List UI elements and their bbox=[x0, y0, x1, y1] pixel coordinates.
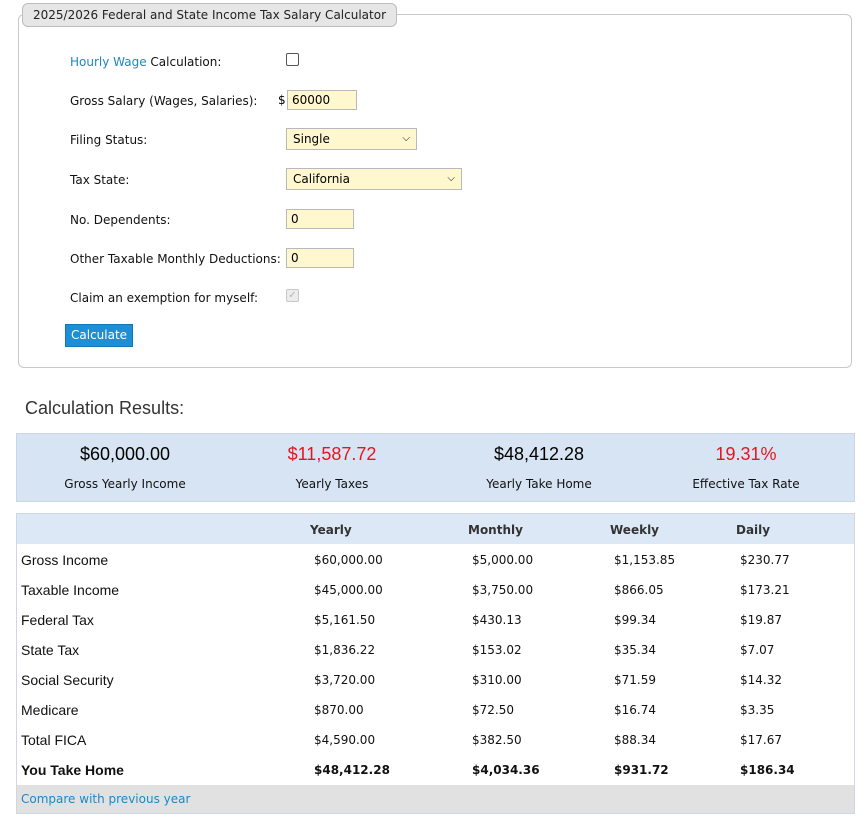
table-cell: $14.32 bbox=[740, 673, 782, 687]
table-row: Social Security $3,720.00 $310.00 $71.59 $14… bbox=[17, 664, 854, 694]
row-label: State Tax bbox=[21, 642, 80, 658]
table-footer: Compare with previous year bbox=[17, 785, 854, 813]
table-cell: $16.74 bbox=[614, 703, 656, 717]
hourly-wage-link[interactable]: Hourly Wage bbox=[70, 55, 147, 69]
table-cell: $17.67 bbox=[740, 733, 782, 747]
table-cell: $870.00 bbox=[314, 703, 364, 717]
filing-status-value: Single bbox=[293, 132, 330, 146]
row-label: Gross Income bbox=[21, 552, 109, 568]
table-row: State Tax $1,836.22 $153.02 $35.34 $7.07 bbox=[17, 634, 854, 664]
table-cell: $88.34 bbox=[614, 733, 656, 747]
row-label: Taxable Income bbox=[21, 582, 120, 598]
table-cell: $19.87 bbox=[740, 613, 782, 627]
row-label: You Take Home bbox=[21, 762, 124, 778]
table-cell: $4,034.36 bbox=[472, 763, 540, 777]
table-cell: $99.34 bbox=[614, 613, 656, 627]
header-daily: Daily bbox=[736, 523, 771, 537]
table-row: Total FICA $4,590.00 $382.50 $88.34 $17.67 bbox=[17, 724, 854, 754]
table-cell: $72.50 bbox=[472, 703, 514, 717]
yearly-taxes-label: Yearly Taxes bbox=[295, 477, 369, 491]
table-cell: $1,153.85 bbox=[614, 553, 676, 567]
filing-status-select[interactable]: Single ⌵ bbox=[286, 128, 417, 150]
header-weekly: Weekly bbox=[610, 523, 660, 537]
hourly-wage-label-rest: Calculation: bbox=[146, 55, 222, 69]
form-legend: 2025/2026 Federal and State Income Tax S… bbox=[22, 3, 397, 27]
table-cell: $3.35 bbox=[740, 703, 775, 717]
table-cell: $931.72 bbox=[614, 763, 669, 777]
chevron-down-icon: ⌵ bbox=[447, 173, 455, 184]
table-cell: $173.21 bbox=[740, 583, 790, 597]
hourly-wage-checkbox[interactable] bbox=[286, 53, 299, 66]
row-label: Federal Tax bbox=[21, 612, 94, 628]
table-cell: $48,412.28 bbox=[314, 763, 390, 777]
table-row: Federal Tax $5,161.50 $430.13 $99.34 $19.87 bbox=[17, 604, 854, 634]
dependents-label: No. Dependents: bbox=[70, 213, 171, 227]
gross-yearly-income-label: Gross Yearly Income bbox=[64, 477, 186, 491]
table-cell: $310.00 bbox=[472, 673, 522, 687]
table-cell: $3,720.00 bbox=[314, 673, 376, 687]
deductions-input[interactable]: 0 bbox=[286, 248, 354, 268]
table-cell: $35.34 bbox=[614, 643, 656, 657]
row-label: Total FICA bbox=[21, 732, 87, 748]
table-cell: $1,836.22 bbox=[314, 643, 376, 657]
effective-tax-rate-value: 19.31% bbox=[715, 444, 777, 464]
chevron-down-icon: ⌵ bbox=[402, 133, 410, 144]
table-cell: $7.07 bbox=[740, 643, 775, 657]
table-cell: $5,000.00 bbox=[472, 553, 534, 567]
table-row: Medicare $870.00 $72.50 $16.74 $3.35 bbox=[17, 694, 854, 724]
header-yearly: Yearly bbox=[310, 523, 352, 537]
yearly-take-home-label: Yearly Take Home bbox=[486, 477, 592, 491]
results-summary: $60,000.00 Gross Yearly Income $11,587.7… bbox=[16, 433, 855, 502]
gross-yearly-income-value: $60,000.00 bbox=[79, 444, 171, 464]
table-cell: $186.34 bbox=[740, 763, 795, 777]
row-label: Medicare bbox=[21, 702, 79, 718]
hourly-wage-row-label: Hourly Wage Calculation: bbox=[70, 55, 221, 69]
table-cell: $71.59 bbox=[614, 673, 656, 687]
filing-status-label: Filing Status: bbox=[70, 133, 148, 147]
tax-state-value: California bbox=[293, 172, 350, 186]
effective-tax-rate-label: Effective Tax Rate bbox=[692, 477, 800, 491]
gross-salary-label: Gross Salary (Wages, Salaries): bbox=[70, 94, 258, 108]
table-cell: $430.13 bbox=[472, 613, 522, 627]
results-title: Calculation Results: bbox=[25, 398, 185, 418]
tax-state-label: Tax State: bbox=[70, 173, 130, 187]
deductions-label: Other Taxable Monthly Deductions: bbox=[70, 252, 281, 266]
table-cell: $45,000.00 bbox=[314, 583, 383, 597]
table-row: Gross Income $60,000.00 $5,000.00 $1,153.85… bbox=[17, 544, 854, 574]
table-cell: $866.05 bbox=[614, 583, 664, 597]
yearly-take-home-value: $48,412.28 bbox=[493, 444, 585, 464]
exemption-checkbox[interactable]: ✓ bbox=[286, 289, 299, 302]
yearly-taxes-value: $11,587.72 bbox=[287, 444, 377, 464]
calculator-form bbox=[18, 14, 852, 368]
tax-state-select[interactable]: California ⌵ bbox=[286, 168, 462, 190]
gross-salary-input[interactable]: 60000 bbox=[287, 90, 357, 110]
compare-previous-year-link[interactable]: Compare with previous year bbox=[21, 792, 191, 806]
table-row: You Take Home $48,412.28 $4,034.36 $931.72 $… bbox=[17, 754, 854, 784]
exemption-label: Claim an exemption for myself: bbox=[70, 291, 258, 305]
table-cell: $5,161.50 bbox=[314, 613, 376, 627]
table-cell: $153.02 bbox=[472, 643, 522, 657]
table-cell: $382.50 bbox=[472, 733, 522, 747]
table-header: Yearly Monthly Weekly Daily bbox=[17, 514, 854, 544]
table-cell: $60,000.00 bbox=[314, 553, 383, 567]
results-table: Yearly Monthly Weekly Daily Gross Income… bbox=[16, 513, 855, 814]
header-monthly: Monthly bbox=[468, 523, 523, 537]
table-row: Taxable Income $45,000.00 $3,750.00 $866.05… bbox=[17, 574, 854, 604]
table-cell: $3,750.00 bbox=[472, 583, 534, 597]
calculate-button[interactable]: Calculate bbox=[65, 324, 134, 347]
table-cell: $4,590.00 bbox=[314, 733, 376, 747]
currency-symbol: $ bbox=[278, 93, 286, 107]
row-label: Social Security bbox=[21, 672, 114, 688]
table-cell: $230.77 bbox=[740, 553, 790, 567]
dependents-input[interactable]: 0 bbox=[286, 209, 354, 229]
